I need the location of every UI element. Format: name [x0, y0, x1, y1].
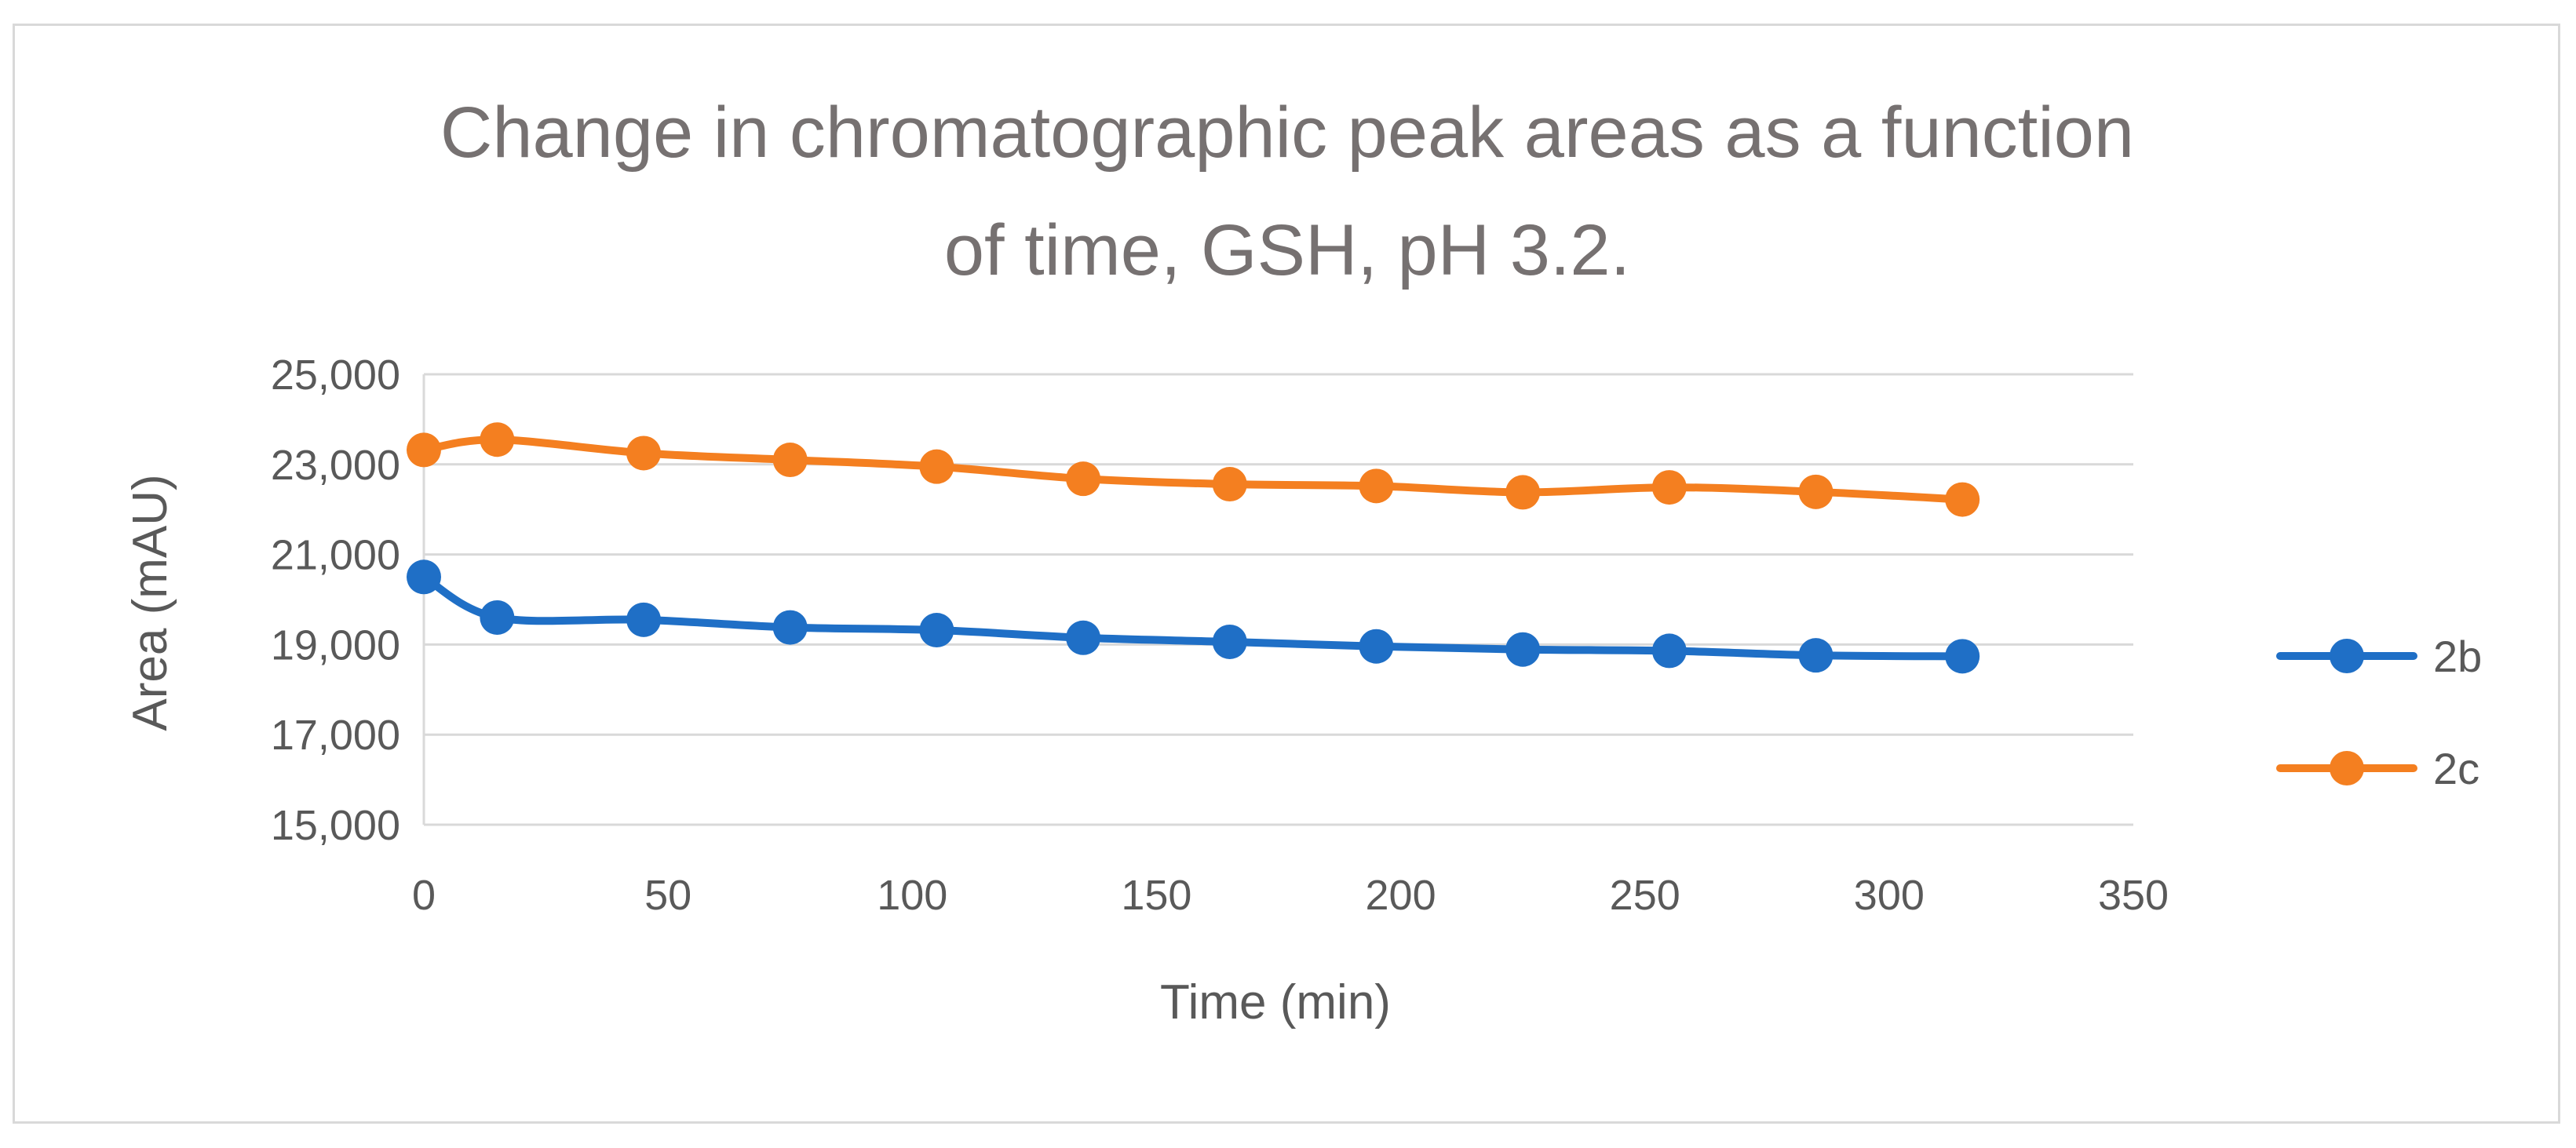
data-point-2b-0: [407, 559, 441, 595]
data-point-2b-135: [1066, 620, 1101, 655]
legend-label-2b: 2b: [2433, 632, 2482, 681]
legend-marker-2b: [2330, 639, 2364, 673]
data-point-2c-15: [480, 422, 515, 457]
data-point-2b-75: [772, 610, 808, 645]
legend-item-2c: 2c: [2276, 744, 2479, 793]
chart-title-line-2: of time, GSH, pH 3.2.: [944, 210, 1630, 290]
data-point-2c-255: [1651, 470, 1687, 505]
y-tick-label-25000: 25,000: [271, 352, 400, 399]
y-axis-title: Area (mAU): [123, 474, 177, 731]
data-point-2b-105: [919, 613, 954, 648]
x-tick-label-150: 150: [1121, 872, 1191, 919]
y-tick-label-21000: 21,000: [271, 532, 400, 579]
data-point-2b-165: [1212, 624, 1247, 659]
x-tick-label-250: 250: [1610, 872, 1680, 919]
gridlines: [422, 373, 2133, 826]
y-tick-label-23000: 23,000: [271, 442, 400, 489]
data-point-2b-15: [480, 600, 515, 635]
series-group: [407, 422, 1980, 674]
data-point-2c-195: [1359, 468, 1394, 504]
chart-title: Change in chromatographic peak areas as …: [440, 93, 2134, 290]
x-tick-label-0: 0: [412, 872, 436, 919]
data-point-2b-285: [1798, 638, 1833, 673]
legend-label-2c: 2c: [2433, 744, 2479, 793]
series-2b: [407, 559, 1980, 674]
data-point-2b-225: [1505, 632, 1541, 667]
data-point-2c-105: [919, 449, 954, 484]
x-tick-label-100: 100: [877, 872, 947, 919]
legend-marker-2c: [2330, 751, 2364, 785]
data-point-2c-135: [1066, 461, 1101, 497]
x-axis-ticks: 0 50 100 150 200 250 300 350: [412, 872, 2169, 919]
data-point-2b-255: [1651, 633, 1687, 669]
data-point-2b-195: [1359, 629, 1394, 664]
data-point-2c-165: [1212, 467, 1247, 502]
data-point-2b-315: [1945, 639, 1980, 674]
data-point-2c-315: [1945, 482, 1980, 517]
data-point-2c-225: [1505, 475, 1541, 510]
x-tick-label-300: 300: [1854, 872, 1925, 919]
x-tick-label-350: 350: [2098, 872, 2169, 919]
series-2c: [407, 422, 1980, 517]
y-tick-label-17000: 17,000: [271, 712, 400, 759]
data-point-2c-285: [1798, 474, 1833, 509]
y-tick-label-15000: 15,000: [271, 802, 400, 849]
y-tick-label-19000: 19,000: [271, 621, 400, 669]
x-tick-label-200: 200: [1366, 872, 1436, 919]
x-axis-title: Time (min): [1160, 975, 1391, 1030]
data-point-2c-75: [772, 443, 808, 478]
y-axis-ticks: 15,000 17,000 19,000 21,000 23,000 25,000: [271, 352, 400, 849]
chart-title-line-1: Change in chromatographic peak areas as …: [440, 93, 2134, 173]
legend-item-2b: 2b: [2276, 632, 2482, 681]
data-point-2c-0: [407, 432, 441, 468]
data-point-2b-45: [626, 602, 662, 637]
x-tick-label-50: 50: [644, 872, 691, 919]
legend: 2b 2c: [2276, 632, 2482, 793]
data-point-2c-45: [626, 436, 662, 471]
